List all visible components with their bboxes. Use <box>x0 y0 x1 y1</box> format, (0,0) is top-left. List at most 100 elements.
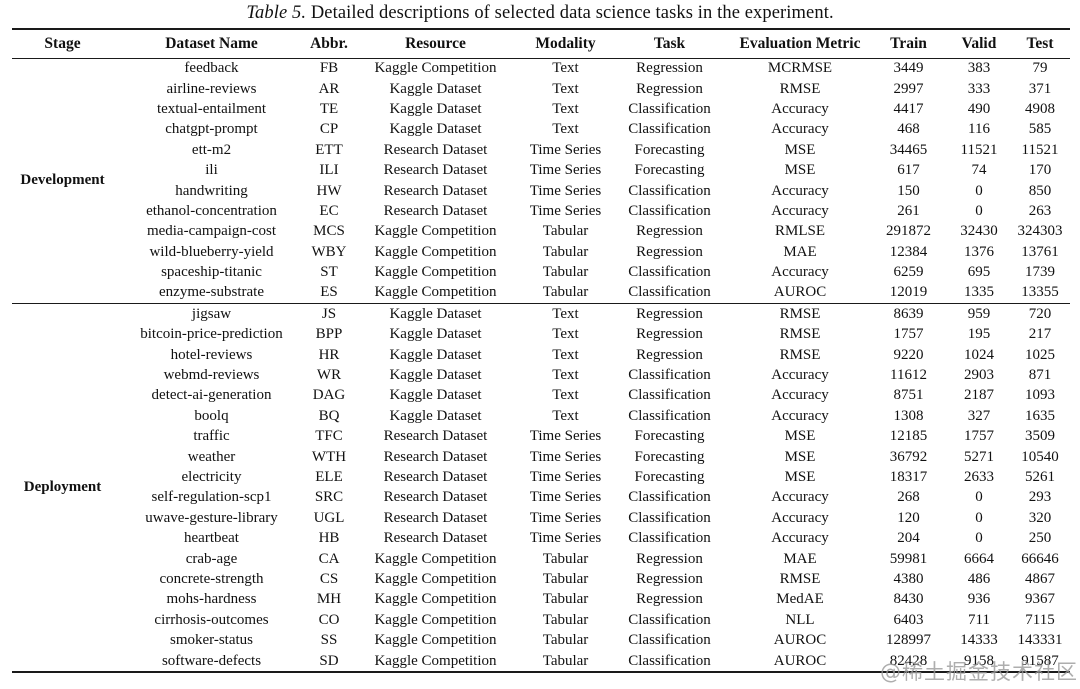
valid-cell: 1335 <box>964 284 994 301</box>
valid-cell: 11521 <box>960 141 998 158</box>
stage-cell-development: Development <box>20 172 105 189</box>
valid-cell: 5271 <box>964 448 994 465</box>
modality-cell: Time Series <box>529 162 602 179</box>
metric-cell: RMSE <box>779 346 821 363</box>
task-cell: Regression <box>636 243 703 260</box>
abbr-cell: BPP <box>315 326 343 343</box>
dataset-name-cell: cirrhosis-outcomes <box>154 611 269 628</box>
metric-cell: RMLSE <box>774 223 825 240</box>
train-cell: 8751 <box>893 387 924 404</box>
modality-cell: Time Series <box>529 469 602 485</box>
train-cell: 1308 <box>893 407 924 424</box>
table-row: media-campaign-cost MCS Kaggle Competition… <box>12 222 1070 242</box>
test-cell: 10540 <box>1021 448 1059 465</box>
valid-cell: 1024 <box>964 346 994 363</box>
modality-cell: Tabular <box>542 550 589 567</box>
table-row: hotel-reviews HR Kaggle Dataset Text Regress… <box>12 345 1070 365</box>
test-cell: 5261 <box>1025 469 1055 485</box>
dataset-name-cell: traffic <box>193 428 230 445</box>
task-cell: Forecasting <box>634 448 705 465</box>
dataset-name-cell: chatgpt-prompt <box>165 121 258 138</box>
modality-cell: Time Series <box>529 448 602 465</box>
dataset-name-cell: software-defects <box>161 652 262 669</box>
train-cell: 82428 <box>889 652 928 669</box>
resource-cell: Research Dataset <box>383 141 488 158</box>
resource-cell: Kaggle Competition <box>374 652 497 669</box>
valid-cell: 0 <box>975 509 983 526</box>
abbr-cell: AR <box>318 80 340 97</box>
table-row: heartbeat HB Research Dataset Time Series Cl… <box>12 528 1070 548</box>
test-cell: 320 <box>1028 509 1052 526</box>
valid-cell: 486 <box>967 570 991 587</box>
table-row: Deployment jigsaw JS Kaggle Dataset Text Regr… <box>12 304 1070 495</box>
table-caption-label: Table 5. <box>246 3 307 23</box>
resource-cell: Kaggle Competition <box>374 611 497 628</box>
task-cell: Regression <box>636 570 703 587</box>
table-row: crab-age CA Kaggle Competition Tabular Regre… <box>12 549 1070 569</box>
valid-cell: 383 <box>967 60 991 77</box>
modality-cell: Text <box>552 367 579 384</box>
modality-cell: Time Series <box>529 141 602 158</box>
valid-cell: 32430 <box>960 223 998 240</box>
dataset-name-cell: ili <box>205 162 218 179</box>
resource-cell: Kaggle Competition <box>374 223 497 240</box>
task-cell: Forecasting <box>634 162 705 179</box>
modality-cell: Text <box>552 387 579 404</box>
task-cell: Regression <box>636 346 703 363</box>
valid-cell: 6664 <box>964 550 994 567</box>
abbr-cell: WBY <box>311 243 347 260</box>
abbr-cell: HR <box>318 346 340 363</box>
modality-cell: Tabular <box>542 264 589 281</box>
dataset-name-cell: ethanol-concentration <box>146 202 277 219</box>
dataset-name-cell: wild-blueberry-yield <box>149 243 274 260</box>
valid-cell: 74 <box>971 162 987 179</box>
abbr-cell: BQ <box>318 407 340 424</box>
test-cell: 91587 <box>1021 652 1059 669</box>
valid-cell: 711 <box>968 611 990 628</box>
metric-cell: Accuracy <box>771 121 829 138</box>
metric-cell: AUROC <box>773 632 827 649</box>
metric-cell: Accuracy <box>771 100 829 117</box>
dataset-name-cell: concrete-strength <box>159 570 264 587</box>
table-row: chatgpt-prompt CP Kaggle Dataset Text Classi… <box>12 120 1070 140</box>
modality-cell: Tabular <box>542 570 589 587</box>
valid-cell: 695 <box>967 264 991 281</box>
train-cell: 2997 <box>893 80 924 97</box>
table-row: ethanol-concentration EC Research Dataset T… <box>12 201 1070 221</box>
table-row: software-defects SD Kaggle Competition Tabu… <box>12 651 1070 672</box>
metric-cell: RMSE <box>779 305 821 322</box>
valid-cell: 490 <box>967 100 991 117</box>
abbr-cell: TFC <box>315 428 343 445</box>
train-cell: 6259 <box>893 264 924 281</box>
test-cell: 79 <box>1032 60 1048 77</box>
column-header-test: Test <box>1026 34 1054 52</box>
abbr-cell: ILI <box>319 162 339 179</box>
train-cell: 261 <box>897 202 920 219</box>
task-cell: Classification <box>628 530 711 547</box>
metric-cell: MAE <box>783 550 817 567</box>
resource-cell: Kaggle Competition <box>374 60 497 77</box>
resource-cell: Kaggle Competition <box>374 550 497 567</box>
train-cell: 120 <box>897 509 920 526</box>
modality-cell: Tabular <box>542 243 589 260</box>
abbr-cell: UGL <box>313 509 345 526</box>
test-cell: 263 <box>1028 202 1052 219</box>
column-header-stage: Stage <box>44 34 81 52</box>
dataset-name-cell: airline-reviews <box>166 80 257 97</box>
abbr-cell: WTH <box>311 448 347 465</box>
metric-cell: MAE <box>783 243 817 260</box>
abbr-cell: EC <box>319 202 339 219</box>
abbr-cell: TE <box>319 100 339 117</box>
train-cell: 268 <box>897 489 920 506</box>
test-cell: 217 <box>1028 326 1052 343</box>
task-cell: Classification <box>628 264 711 281</box>
abbr-cell: ETT <box>315 141 343 158</box>
valid-cell: 0 <box>975 530 983 547</box>
dataset-name-cell: electricity <box>181 469 242 485</box>
dataset-name-cell: enzyme-substrate <box>159 284 264 301</box>
modality-cell: Text <box>552 80 579 97</box>
valid-cell: 9158 <box>964 652 994 669</box>
metric-cell: MSE <box>784 141 816 158</box>
valid-cell: 0 <box>975 202 983 219</box>
